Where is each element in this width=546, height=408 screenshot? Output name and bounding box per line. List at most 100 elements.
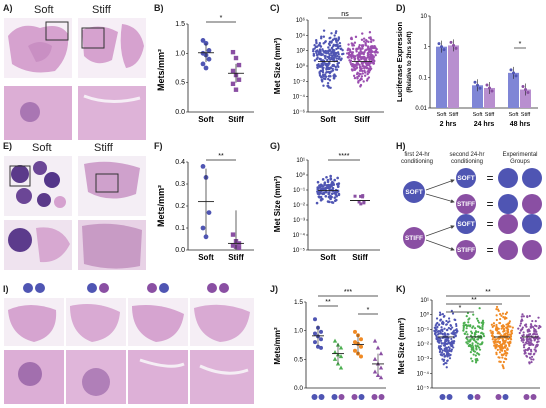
chart-d: 10 1 0.1 0.01 Luciferase Expression (Relative…	[395, 14, 538, 128]
y-tick-label: 0.3	[175, 181, 185, 188]
data-point	[365, 48, 368, 51]
data-point	[328, 79, 332, 82]
data-point	[441, 351, 444, 354]
data-point	[455, 322, 458, 326]
h-stiff-2a-text: STIFF	[457, 201, 475, 208]
data-point	[356, 56, 360, 59]
data-point	[322, 77, 326, 80]
data-point	[316, 192, 320, 195]
y-axis-label: Met Size (mm²)	[273, 37, 282, 94]
data-point	[507, 331, 510, 334]
data-point	[369, 47, 373, 50]
data-point	[349, 59, 353, 62]
data-point	[324, 194, 328, 198]
data-point	[498, 317, 502, 321]
data-point	[313, 59, 317, 62]
panel-i: I)	[0, 270, 266, 408]
data-point	[435, 337, 438, 340]
data-point	[361, 44, 365, 48]
data-point	[342, 52, 345, 56]
data-point	[372, 369, 378, 374]
data-point	[325, 52, 328, 55]
data-point	[500, 346, 503, 349]
data-point	[454, 318, 457, 322]
data-point	[497, 309, 500, 312]
data-point	[362, 40, 366, 43]
data-point	[478, 86, 482, 90]
data-point	[230, 232, 236, 237]
data-point	[451, 312, 455, 315]
data-point	[452, 342, 455, 345]
data-point	[508, 320, 511, 323]
data-point	[496, 337, 500, 340]
panel-b: B) 0.0 0.5 1.0 1.5 Mets/mm² Soft Stiff *	[148, 0, 266, 138]
data-point	[462, 324, 465, 327]
data-point	[230, 49, 236, 55]
data-point	[445, 351, 449, 355]
data-point	[330, 192, 334, 196]
bar	[436, 46, 447, 108]
y-tick-label: 0.1	[175, 225, 185, 232]
data-point	[327, 70, 330, 74]
data-point	[373, 45, 376, 48]
data-point	[476, 338, 480, 341]
data-point	[474, 344, 477, 347]
data-point	[353, 76, 357, 80]
sig-bar-text: **	[218, 153, 224, 160]
data-point	[368, 36, 371, 39]
data-point	[347, 43, 350, 46]
data-point	[365, 57, 368, 60]
data-point	[363, 67, 366, 70]
panel-a: A) Soft Stiff	[0, 0, 148, 140]
data-point	[326, 178, 330, 182]
data-point	[437, 42, 441, 46]
data-point	[530, 355, 534, 358]
group-dot	[523, 394, 530, 400]
data-point	[441, 349, 444, 352]
data-point	[324, 187, 327, 191]
y-tick-label: 1.0	[175, 50, 185, 57]
y-tick-label: 10⁻⁵	[293, 247, 306, 254]
data-point	[348, 48, 351, 51]
data-point	[453, 340, 456, 343]
data-point	[335, 57, 338, 60]
data-point	[537, 327, 540, 330]
h-stiff-2b	[456, 240, 476, 260]
data-point	[448, 317, 451, 320]
sig-bar-3-text: *	[367, 307, 370, 314]
data-point	[512, 71, 515, 75]
data-point	[203, 65, 209, 71]
y-tick-label: 0.5	[175, 80, 185, 87]
data-point	[321, 178, 325, 181]
data-point	[524, 351, 527, 355]
data-point	[370, 38, 373, 41]
data-point	[372, 356, 378, 361]
data-point	[522, 331, 525, 334]
data-point	[358, 44, 361, 47]
data-point	[493, 342, 496, 345]
data-point	[367, 55, 371, 58]
panel-c: C) 10⁶ 10⁴ 10² 10⁰ 10⁻² 10⁻⁴ 10⁻⁶ Met Size (mm²…	[266, 0, 392, 138]
panel-a-histology	[4, 18, 146, 140]
data-point	[514, 74, 518, 78]
data-point	[441, 358, 444, 361]
data-point	[466, 342, 469, 345]
data-point	[438, 323, 441, 326]
data-point	[315, 39, 318, 42]
data-point	[442, 359, 445, 363]
h-eq-1: =	[486, 171, 493, 185]
panel-g: G) 10¹ 10⁰ 10⁻¹ 10⁻² 10⁻³ 10⁻⁴ 10⁻⁵ Met Size (m…	[266, 138, 392, 270]
data-point	[529, 348, 533, 351]
panel-b-label: B)	[154, 3, 164, 13]
data-point	[334, 39, 338, 43]
data-point	[438, 313, 442, 317]
data-point	[465, 337, 468, 340]
data-point	[442, 321, 445, 324]
data-point	[372, 338, 378, 343]
data-point	[481, 323, 485, 326]
data-point	[534, 330, 537, 333]
data-point	[372, 62, 375, 65]
data-point	[470, 357, 473, 360]
data-point	[446, 359, 449, 363]
data-point	[481, 319, 485, 322]
